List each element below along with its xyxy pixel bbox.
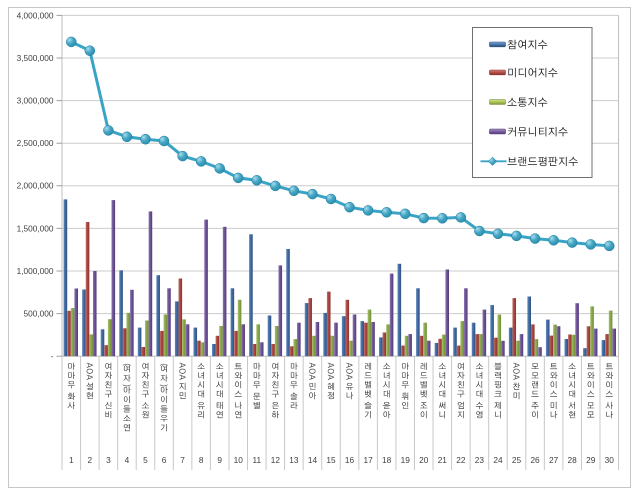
svg-text:10: 10 <box>234 455 244 465</box>
svg-text:2,500,000: 2,500,000 <box>17 138 54 148</box>
svg-text:2,000,000: 2,000,000 <box>17 181 54 191</box>
svg-text:11: 11 <box>252 455 261 465</box>
svg-text:8: 8 <box>199 455 204 465</box>
svg-text:5: 5 <box>143 455 148 465</box>
svg-text:13: 13 <box>289 455 299 465</box>
svg-text:18: 18 <box>382 455 392 465</box>
svg-text:27: 27 <box>549 455 559 465</box>
svg-text:16: 16 <box>345 455 355 465</box>
svg-text:1: 1 <box>69 455 74 465</box>
svg-text:3,500,000: 3,500,000 <box>17 53 54 63</box>
svg-text:3,000,000: 3,000,000 <box>17 96 54 106</box>
svg-text:4: 4 <box>125 455 130 465</box>
svg-text:19: 19 <box>401 455 411 465</box>
svg-text:21: 21 <box>438 455 448 465</box>
svg-text:12: 12 <box>271 455 281 465</box>
svg-text:23: 23 <box>475 455 485 465</box>
svg-text:22: 22 <box>456 455 466 465</box>
svg-text:500,000: 500,000 <box>24 309 54 319</box>
svg-text:9: 9 <box>217 455 222 465</box>
svg-text:28: 28 <box>568 455 578 465</box>
svg-text:7: 7 <box>180 455 185 465</box>
svg-text:29: 29 <box>586 455 596 465</box>
svg-text:1,500,000: 1,500,000 <box>17 223 54 233</box>
svg-text:30: 30 <box>605 455 615 465</box>
svg-text:26: 26 <box>530 455 540 465</box>
svg-text:2: 2 <box>88 455 93 465</box>
svg-text:3: 3 <box>106 455 111 465</box>
svg-text:15: 15 <box>326 455 336 465</box>
svg-text:24: 24 <box>493 455 503 465</box>
svg-text:1,000,000: 1,000,000 <box>17 266 54 276</box>
svg-text:17: 17 <box>363 455 373 465</box>
svg-text:4,000,000: 4,000,000 <box>17 10 54 20</box>
svg-text:20: 20 <box>419 455 429 465</box>
svg-text:-: - <box>51 351 54 361</box>
svg-text:14: 14 <box>308 455 318 465</box>
svg-text:25: 25 <box>512 455 522 465</box>
svg-text:6: 6 <box>162 455 167 465</box>
